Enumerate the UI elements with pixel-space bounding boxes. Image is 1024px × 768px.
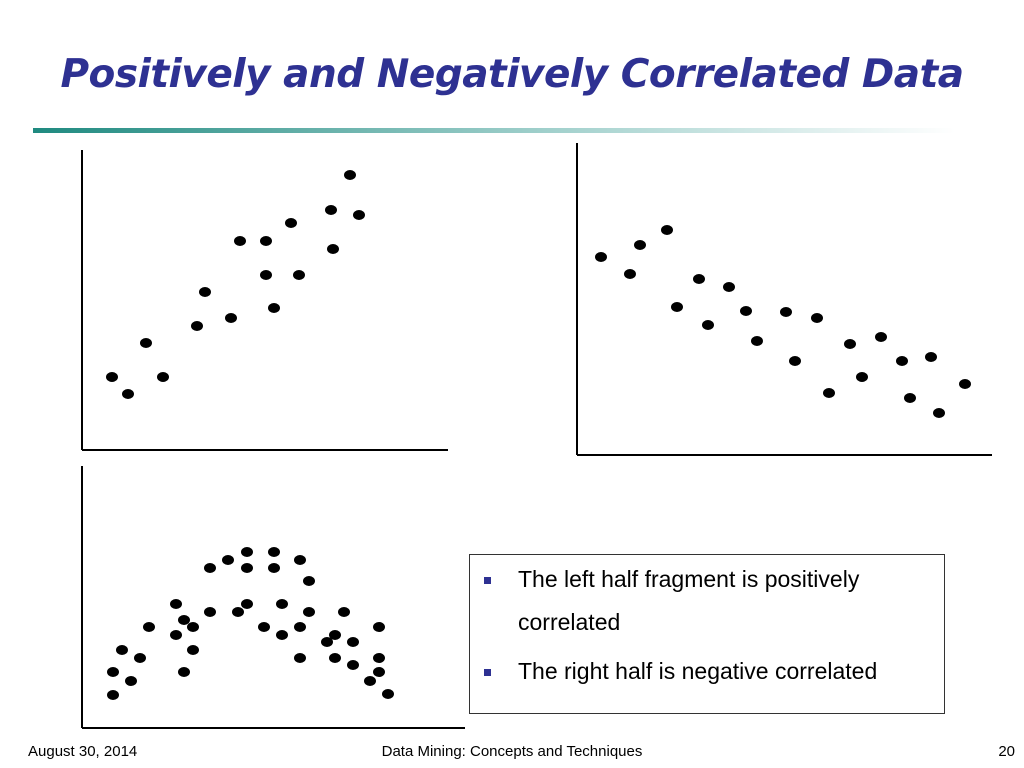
- dot: [896, 356, 908, 366]
- dot: [143, 622, 155, 632]
- dots: [106, 170, 971, 700]
- dot: [382, 689, 394, 699]
- dot: [661, 225, 673, 235]
- dot: [268, 547, 280, 557]
- dot: [702, 320, 714, 330]
- footer-center: Data Mining: Concepts and Techniques: [381, 743, 643, 760]
- dot: [157, 372, 169, 382]
- dot: [225, 313, 237, 323]
- dot: [241, 563, 253, 573]
- dot: [234, 236, 246, 246]
- dot: [107, 667, 119, 677]
- dot: [260, 270, 272, 280]
- bullet: The right half is negative correlated: [484, 650, 928, 693]
- dot: [241, 547, 253, 557]
- dot: [925, 352, 937, 362]
- dot: [353, 210, 365, 220]
- dot: [811, 313, 823, 323]
- dot: [285, 218, 297, 228]
- dot: [204, 563, 216, 573]
- dot: [364, 676, 376, 686]
- dot: [789, 356, 801, 366]
- dot: [303, 576, 315, 586]
- dot: [125, 676, 137, 686]
- footer-date: August 30, 2014: [28, 743, 138, 760]
- dot: [624, 269, 636, 279]
- dot: [904, 393, 916, 403]
- dot: [199, 287, 211, 297]
- dot: [844, 339, 856, 349]
- dot: [107, 690, 119, 700]
- dot: [140, 338, 152, 348]
- dot: [170, 630, 182, 640]
- dot: [321, 637, 333, 647]
- dot: [959, 379, 971, 389]
- dot: [294, 555, 306, 565]
- dot: [241, 599, 253, 609]
- dot: [106, 372, 118, 382]
- dot: [933, 408, 945, 418]
- dot: [329, 630, 341, 640]
- title-rule: [33, 128, 955, 133]
- dot: [327, 244, 339, 254]
- bullet: The left half fragment is positively cor…: [484, 558, 928, 644]
- dot: [347, 660, 359, 670]
- dot: [780, 307, 792, 317]
- dot: [222, 555, 234, 565]
- dot: [187, 645, 199, 655]
- axes: [81, 143, 992, 729]
- footer-page: 20: [998, 743, 1015, 760]
- dot: [178, 615, 190, 625]
- dot: [204, 607, 216, 617]
- dot: [751, 336, 763, 346]
- dot: [191, 321, 203, 331]
- dot: [268, 303, 280, 313]
- dot: [116, 645, 128, 655]
- dot: [875, 332, 887, 342]
- dot: [187, 622, 199, 632]
- dot: [347, 637, 359, 647]
- dot: [276, 599, 288, 609]
- dot: [268, 563, 280, 573]
- text-box: The left half fragment is positively cor…: [469, 554, 945, 714]
- dot: [329, 653, 341, 663]
- dot: [325, 205, 337, 215]
- dot: [344, 170, 356, 180]
- dot: [373, 667, 385, 677]
- dot: [856, 372, 868, 382]
- dot: [178, 667, 190, 677]
- dot: [294, 622, 306, 632]
- dot: [260, 236, 272, 246]
- dot: [122, 389, 134, 399]
- dot: [634, 240, 646, 250]
- dot: [294, 653, 306, 663]
- dot: [373, 653, 385, 663]
- slide-title: Positively and Negatively Correlated Dat…: [60, 52, 964, 97]
- dot: [293, 270, 305, 280]
- dot: [373, 622, 385, 632]
- dot: [232, 607, 244, 617]
- dot: [723, 282, 735, 292]
- dot: [740, 306, 752, 316]
- dot: [170, 599, 182, 609]
- dot: [595, 252, 607, 262]
- dot: [823, 388, 835, 398]
- dot: [693, 274, 705, 284]
- dot: [134, 653, 146, 663]
- dot: [258, 622, 270, 632]
- dot: [303, 607, 315, 617]
- dot: [671, 302, 683, 312]
- dot: [338, 607, 350, 617]
- dot: [276, 630, 288, 640]
